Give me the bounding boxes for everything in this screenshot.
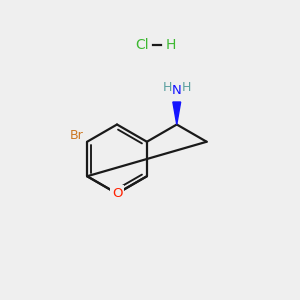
Text: Cl: Cl [136,38,149,52]
Text: H: H [163,81,172,94]
Text: Br: Br [69,129,83,142]
Text: N: N [172,83,182,97]
Text: O: O [112,187,122,200]
Text: H: H [166,38,176,52]
Polygon shape [173,102,181,124]
Text: H: H [182,81,191,94]
